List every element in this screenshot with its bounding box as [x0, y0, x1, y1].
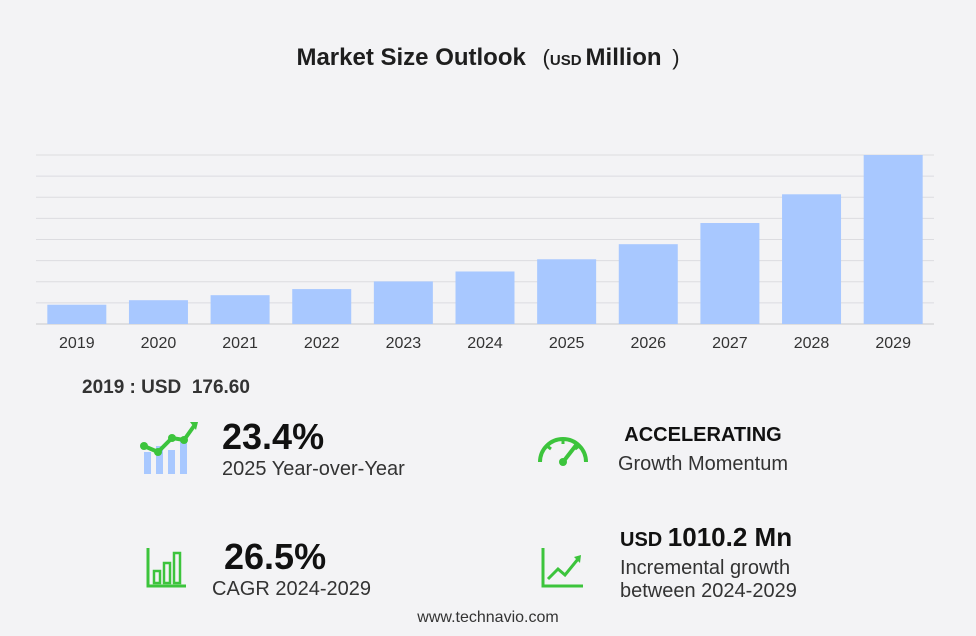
bar-2028 — [782, 194, 842, 324]
x-tick-label: 2028 — [794, 335, 830, 352]
incremental-label-2: between 2024-2029 — [620, 580, 797, 602]
yoy-stat: 23.4% 2025 Year-over-Year — [222, 416, 405, 481]
trend-bars-icon — [140, 422, 198, 474]
cagr-value: 26.5% — [224, 536, 327, 577]
title-unit: Million — [585, 44, 662, 71]
title-currency: USD — [549, 52, 582, 69]
x-tick-label: 2024 — [467, 335, 503, 352]
yoy-value: 23.4% — [222, 416, 325, 457]
chart-title: Market Size Outlook (USD Million ) — [296, 44, 680, 71]
bar-2019 — [47, 304, 107, 324]
bar-2025 — [537, 259, 597, 324]
momentum-label: Growth Momentum — [617, 453, 789, 475]
x-tick-label: 2029 — [875, 335, 911, 352]
incremental-label-1: Incremental growth — [620, 557, 791, 579]
incremental-currency: USD — [620, 529, 663, 551]
footer-url: www.technavio.com — [417, 609, 559, 626]
momentum-value: ACCELERATING — [624, 424, 782, 446]
x-tick-label: 2023 — [386, 335, 422, 352]
bar-2021 — [210, 295, 270, 324]
base-year-value: 2019 : USD 176.60 — [82, 377, 250, 398]
bar-2027 — [700, 223, 760, 324]
incremental-stat: USD 1010.2 Mn Incremental growth between… — [620, 522, 797, 603]
x-tick-label: 2022 — [304, 335, 340, 352]
bar-2022 — [292, 289, 352, 324]
x-tick-label: 2020 — [141, 335, 177, 352]
line-growth-icon — [541, 548, 583, 588]
bar-chart-icon — [146, 548, 186, 588]
bar-2029 — [863, 155, 923, 324]
bar-2020 — [128, 300, 188, 324]
x-tick-label: 2019 — [59, 335, 95, 352]
x-tick-label: 2026 — [630, 335, 666, 352]
bar-2026 — [618, 244, 678, 324]
incremental-amount: USD 1010.2 Mn — [620, 522, 797, 553]
x-tick-label: 2021 — [222, 335, 258, 352]
yoy-label: 2025 Year-over-Year — [222, 458, 405, 480]
incremental-value: 1010.2 Mn — [667, 522, 793, 552]
bar-2024 — [455, 271, 515, 324]
x-tick-label: 2027 — [712, 335, 748, 352]
title-main: Market Size Outlook — [296, 44, 526, 71]
momentum-stat: ACCELERATING Growth Momentum — [608, 424, 798, 476]
x-tick-label: 2025 — [549, 335, 585, 352]
cagr-stat: 26.5% CAGR 2024-2029 — [212, 536, 371, 601]
bar-2023 — [373, 281, 433, 324]
cagr-label: CAGR 2024-2029 — [212, 578, 371, 600]
bar-chart: 2019 2020 2021 2022 2023 2024 2025 2026 2027 2028… — [36, 154, 934, 352]
speedometer-icon — [538, 437, 588, 466]
